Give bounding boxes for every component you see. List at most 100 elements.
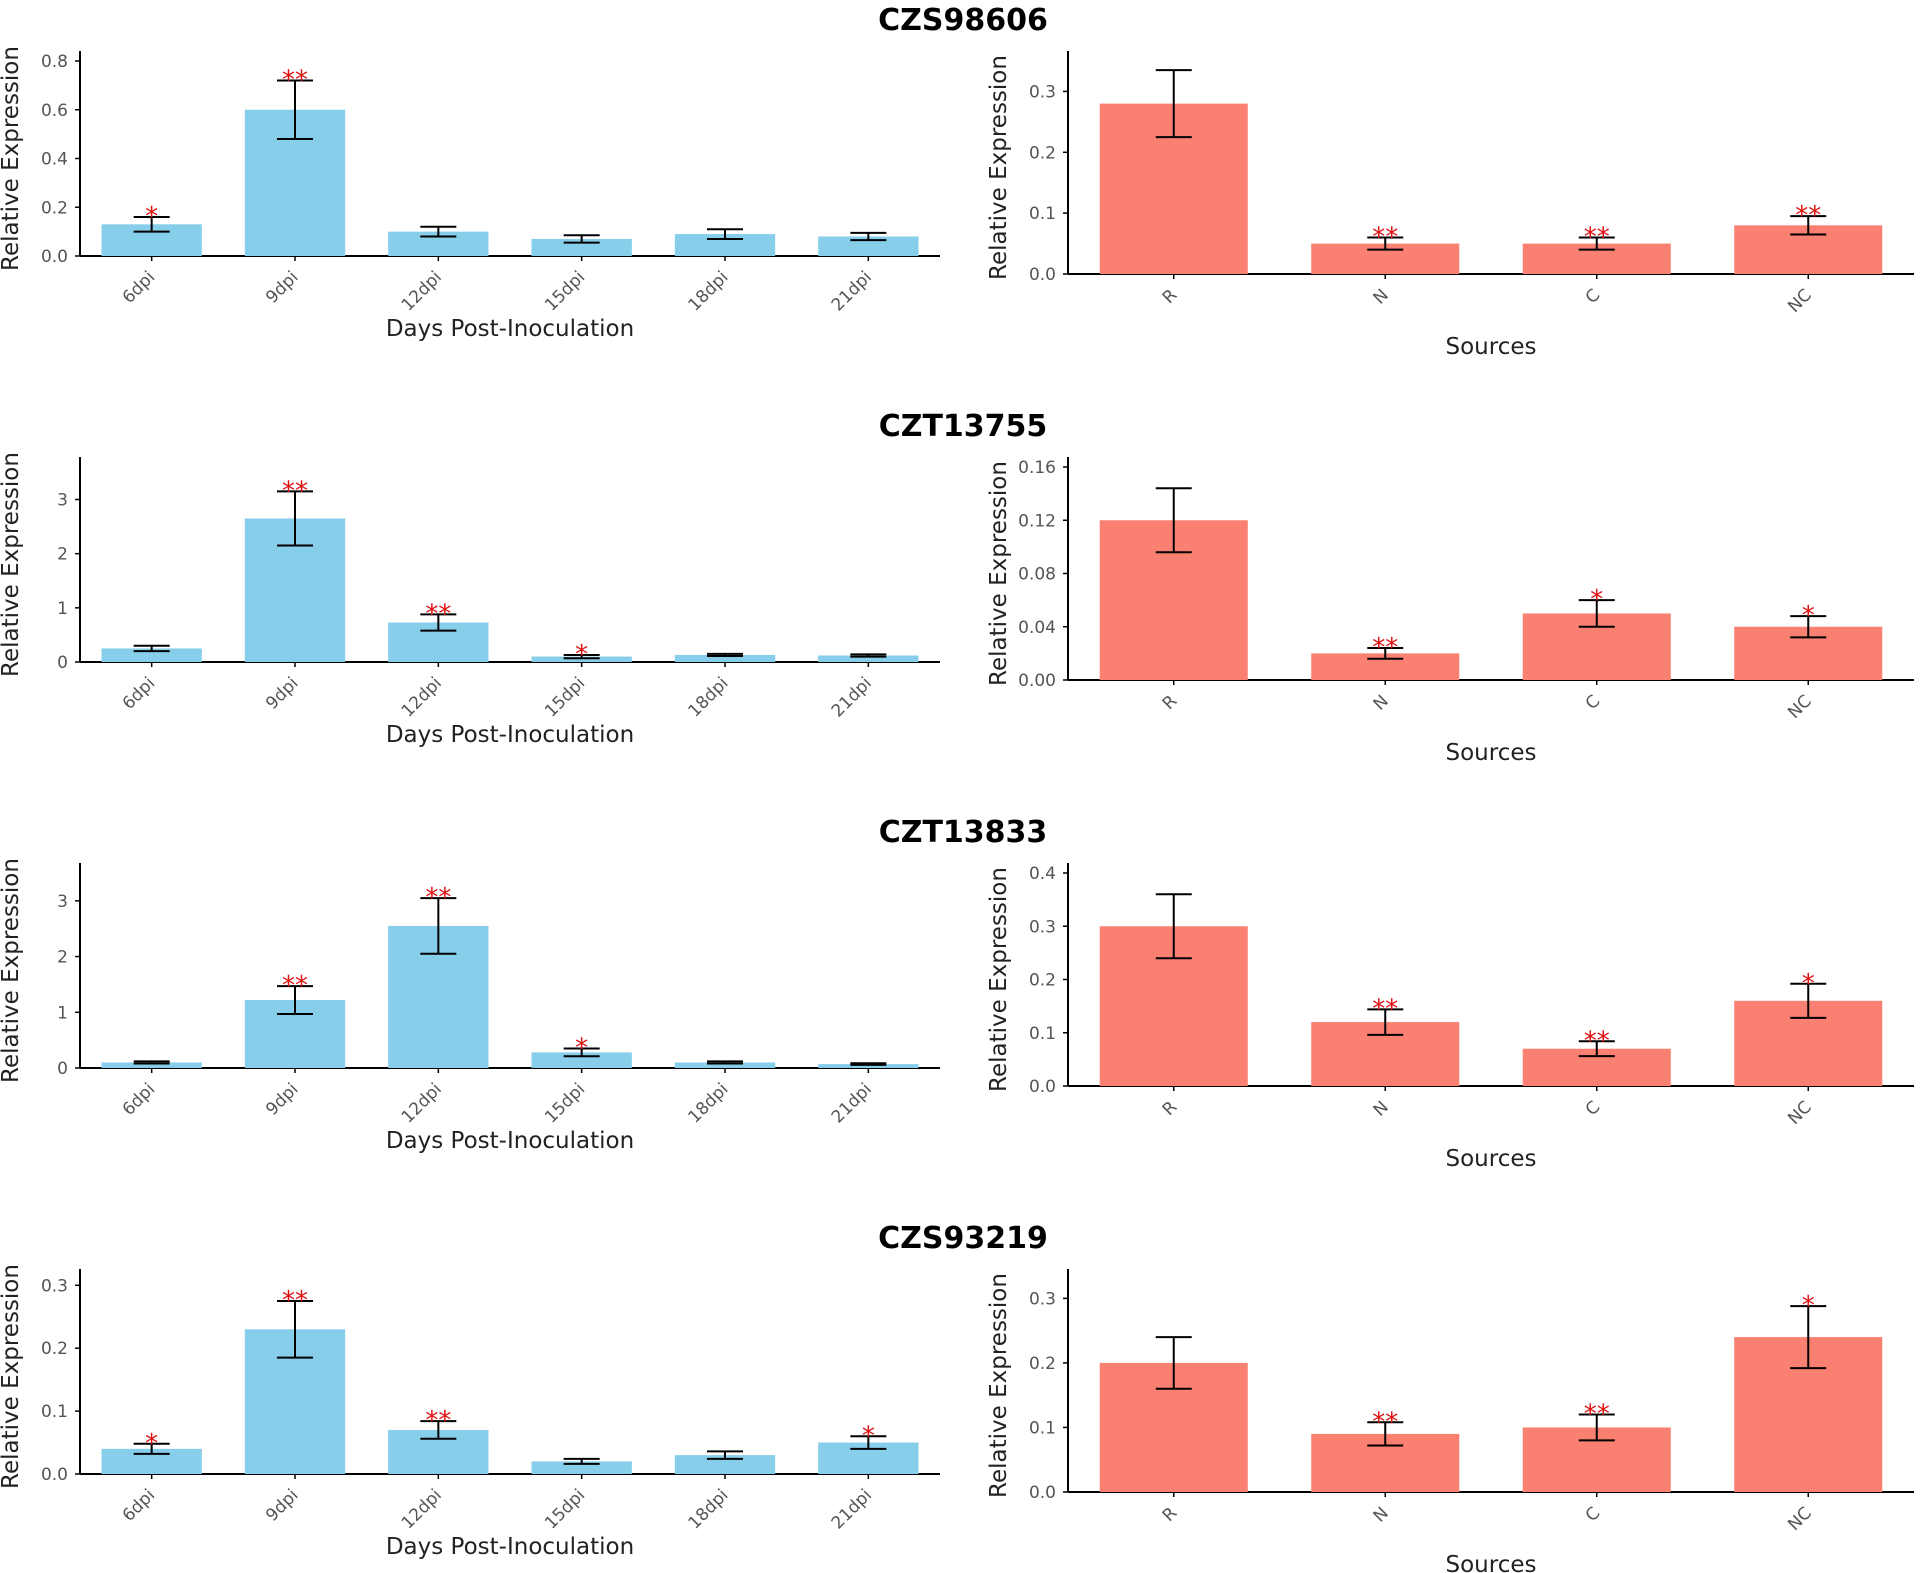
x-tick-label: 6dpi <box>119 673 159 713</box>
y-tick-label: 0.2 <box>41 1339 68 1359</box>
y-tick-label: 0.2 <box>1029 143 1056 163</box>
x-tick-label: 9dpi <box>262 1485 302 1525</box>
significance-marker: ** <box>1372 633 1398 663</box>
bar-21dpi <box>818 236 919 256</box>
x-tick-label: 6dpi <box>119 1079 159 1119</box>
y-tick-label: 0.0 <box>1029 1077 1056 1097</box>
bar-18dpi <box>674 1455 776 1474</box>
x-tick-label: NC <box>1784 1503 1816 1535</box>
x-axis-label: Days Post-Inoculation <box>386 1128 634 1154</box>
x-axis-label: Days Post-Inoculation <box>386 722 634 748</box>
significance-marker: ** <box>425 599 451 629</box>
x-tick-label: 18dpi <box>684 673 732 721</box>
significance-marker: ** <box>425 1406 451 1436</box>
x-tick-label: 15dpi <box>541 1079 589 1127</box>
significance-marker: * <box>862 1421 875 1451</box>
y-tick-label: 0.4 <box>1029 864 1056 884</box>
y-tick-label: 2 <box>57 545 68 565</box>
y-tick-label: 0 <box>57 1059 68 1079</box>
significance-marker: ** <box>1584 1026 1610 1056</box>
x-tick-label: 15dpi <box>541 1485 589 1533</box>
x-axis-label: Sources <box>1446 1552 1537 1573</box>
x-tick-label: 6dpi <box>119 1485 159 1525</box>
y-tick-label: 0.2 <box>41 198 68 218</box>
x-tick-label: C <box>1582 1097 1605 1120</box>
y-axis-label: Relative Expression <box>986 55 1012 280</box>
y-tick-label: 0.8 <box>41 52 68 72</box>
panel-sources-0: 0.0 0.1 0.2 0.3 Relative Expression R ** N ** C **… <box>986 51 1914 360</box>
y-tick-label: 0.0 <box>41 247 68 267</box>
significance-marker: ** <box>282 476 308 506</box>
gene-title: CZT13833 <box>879 815 1048 850</box>
y-tick-label: 0.08 <box>1018 565 1056 585</box>
x-tick-label: 18dpi <box>684 267 732 315</box>
x-tick-label: 12dpi <box>398 1079 446 1127</box>
significance-marker: * <box>1802 601 1815 631</box>
x-axis-label: Sources <box>1446 1146 1537 1172</box>
x-tick-label: 21dpi <box>828 1485 876 1533</box>
significance-marker: ** <box>1372 1407 1398 1437</box>
y-tick-label: 0.3 <box>41 1276 68 1296</box>
x-tick-label: N <box>1370 1097 1393 1120</box>
bar-18dpi <box>674 654 776 662</box>
bar-6dpi <box>101 1062 202 1068</box>
y-tick-label: 0.0 <box>41 1465 68 1485</box>
significance-marker: ** <box>282 1286 308 1316</box>
significance-marker: * <box>145 202 158 232</box>
x-tick-label: 9dpi <box>262 1079 302 1119</box>
significance-marker: * <box>575 1034 588 1064</box>
bar-21dpi <box>818 1064 919 1068</box>
y-tick-label: 0.0 <box>1029 265 1056 285</box>
y-tick-label: 0.16 <box>1018 458 1056 478</box>
gene-title: CZT13755 <box>879 409 1048 444</box>
x-axis-label: Days Post-Inoculation <box>386 316 634 342</box>
significance-marker: ** <box>282 971 308 1001</box>
y-tick-label: 0.00 <box>1018 671 1056 691</box>
y-tick-label: 0.1 <box>41 1402 68 1422</box>
x-tick-label: 21dpi <box>828 673 876 721</box>
gene-title: CZS98606 <box>878 3 1048 38</box>
y-tick-label: 0.1 <box>1029 1024 1056 1044</box>
significance-marker: ** <box>1372 222 1398 252</box>
x-tick-label: R <box>1159 285 1182 308</box>
x-tick-label: NC <box>1784 285 1816 317</box>
x-tick-label: 12dpi <box>398 267 446 315</box>
y-tick-label: 0.3 <box>1029 1289 1056 1309</box>
y-axis-label: Relative Expression <box>986 461 1012 686</box>
y-tick-label: 0.0 <box>1029 1483 1056 1503</box>
x-tick-label: 12dpi <box>398 673 446 721</box>
x-tick-label: N <box>1370 1503 1393 1526</box>
panel-sources-3: 0.0 0.1 0.2 0.3 Relative Expression R ** N ** C * N… <box>986 1269 1914 1573</box>
y-tick-label: 0.3 <box>1029 82 1056 102</box>
x-tick-label: R <box>1159 691 1182 714</box>
x-axis-label: Sources <box>1446 334 1537 360</box>
bar-15dpi <box>531 1052 632 1068</box>
x-tick-label: C <box>1582 285 1605 308</box>
significance-marker: * <box>575 640 588 670</box>
x-tick-label: 21dpi <box>828 1079 876 1127</box>
y-tick-label: 0.04 <box>1018 618 1056 638</box>
y-axis-label: Relative Expression <box>0 1264 24 1489</box>
bar-18dpi <box>674 234 776 256</box>
x-tick-label: R <box>1159 1097 1182 1120</box>
bar-15dpi <box>531 1461 632 1474</box>
y-tick-label: 3 <box>57 491 68 511</box>
y-tick-label: 0.2 <box>1029 1354 1056 1374</box>
gene-title: CZS93219 <box>878 1221 1048 1256</box>
panel-time_course-1: 0 1 2 3 Relative Expression 6dpi ** 9dpi ** 12dpi… <box>0 452 940 748</box>
y-axis-label: Relative Expression <box>986 1273 1012 1498</box>
x-tick-label: NC <box>1784 1097 1816 1129</box>
y-tick-label: 0.6 <box>41 101 68 121</box>
y-tick-label: 1 <box>57 1003 68 1023</box>
bar-15dpi <box>531 238 632 256</box>
bar-21dpi <box>818 655 919 662</box>
significance-marker: * <box>1802 969 1815 999</box>
y-tick-label: 1 <box>57 599 68 619</box>
x-axis-label: Sources <box>1446 740 1537 766</box>
significance-marker: * <box>145 1429 158 1459</box>
y-tick-label: 0.1 <box>1029 1418 1056 1438</box>
x-tick-label: 21dpi <box>828 267 876 315</box>
y-tick-label: 3 <box>57 892 68 912</box>
